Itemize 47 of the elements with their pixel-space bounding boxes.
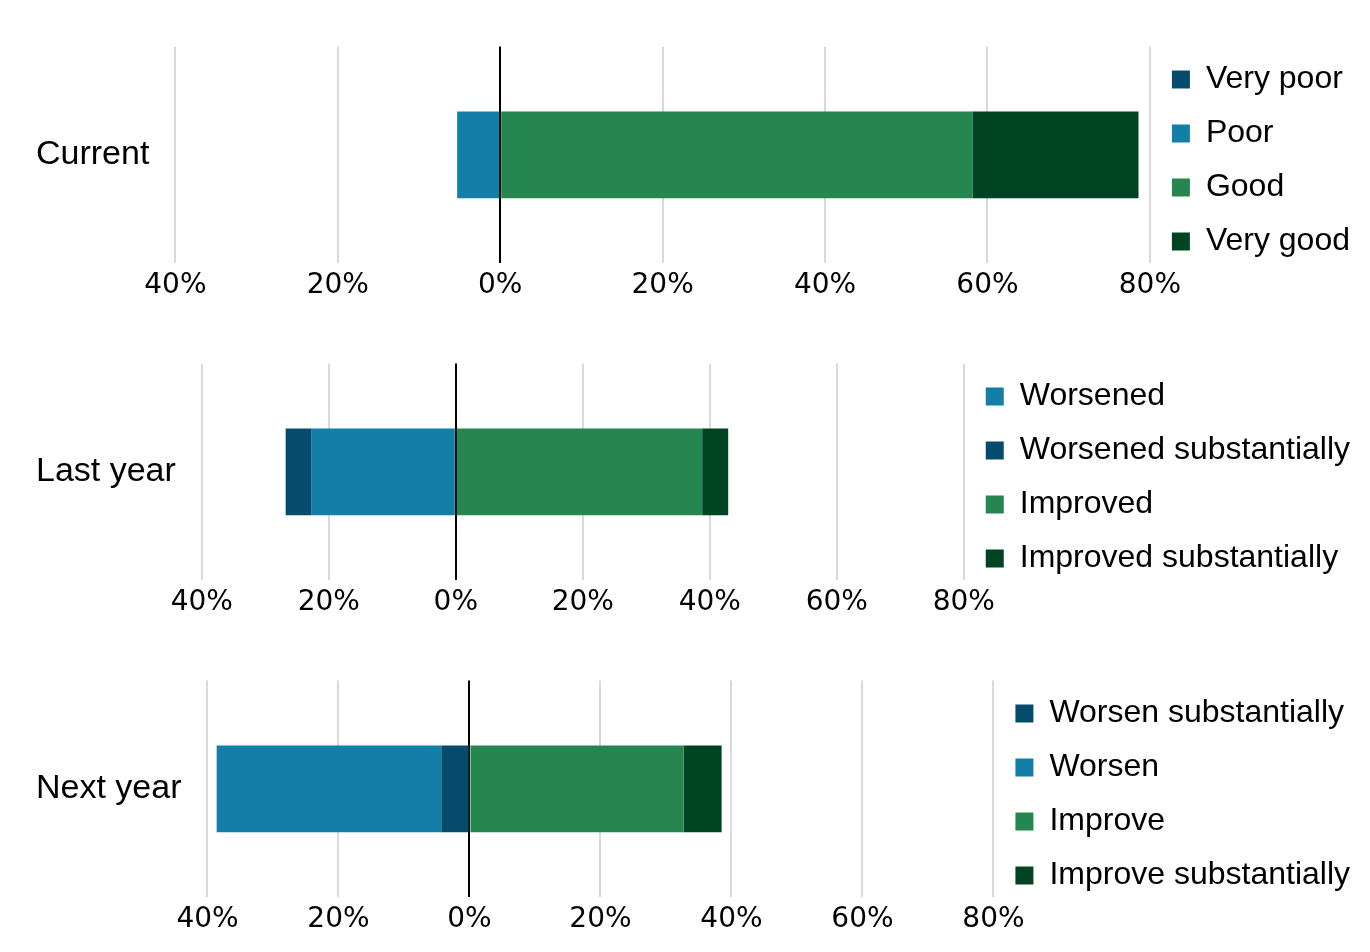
- x-tick-label: 80%: [1118, 267, 1182, 301]
- bar: [457, 111, 500, 199]
- x-tick-label: 20%: [306, 267, 369, 301]
- x-tick-label: 0%: [433, 584, 479, 618]
- legend-label: Poor: [1205, 113, 1274, 150]
- legend-label: Good: [1205, 167, 1285, 204]
- legend-label: Worsen substantially: [1049, 693, 1345, 730]
- x-tick-label: 40%: [700, 901, 763, 935]
- legend-label: Very poor: [1205, 59, 1344, 96]
- x-tick-label: 20%: [307, 901, 370, 935]
- bar: [683, 745, 722, 833]
- bar: [470, 745, 684, 833]
- x-tick-label: 40%: [144, 267, 207, 301]
- x-tick-label: 80%: [962, 901, 1025, 935]
- legend-label: Very good: [1205, 221, 1350, 258]
- bar: [702, 428, 729, 516]
- bar: [285, 428, 312, 516]
- y-tick-label: Last year: [35, 450, 176, 489]
- bar: [441, 745, 469, 833]
- y-tick-label: Next year: [36, 767, 182, 806]
- y-tick-label: Current: [36, 133, 150, 172]
- legend-label: Worsened: [1019, 376, 1166, 413]
- bar: [216, 745, 442, 833]
- x-tick-label: 80%: [932, 584, 995, 618]
- legend-label: Worsened substantially: [1019, 430, 1350, 467]
- bar: [456, 428, 703, 516]
- x-tick-label: 40%: [793, 267, 857, 301]
- x-tick-label: 40%: [678, 584, 741, 618]
- x-tick-label: 20%: [569, 901, 632, 935]
- legend-label: Improve: [1049, 801, 1166, 838]
- x-tick-label: 0%: [478, 267, 523, 301]
- x-tick-label: 20%: [551, 584, 614, 618]
- x-tick-label: 20%: [297, 584, 360, 618]
- x-tick-label: 40%: [176, 901, 239, 935]
- x-tick-label: 60%: [805, 584, 868, 618]
- bar: [311, 428, 455, 516]
- legend-label: Worsen: [1049, 747, 1160, 784]
- bar: [501, 111, 973, 199]
- x-tick-label: 0%: [447, 901, 492, 935]
- x-tick-label: 20%: [631, 267, 694, 301]
- legend-label: Improved substantially: [1019, 538, 1339, 575]
- x-tick-label: 40%: [170, 584, 233, 618]
- bar: [972, 111, 1139, 199]
- legend-label: Improved: [1019, 484, 1154, 521]
- legend-label: Improve substantially: [1049, 855, 1350, 892]
- x-tick-label: 60%: [831, 901, 894, 935]
- x-tick-label: 60%: [956, 267, 1019, 301]
